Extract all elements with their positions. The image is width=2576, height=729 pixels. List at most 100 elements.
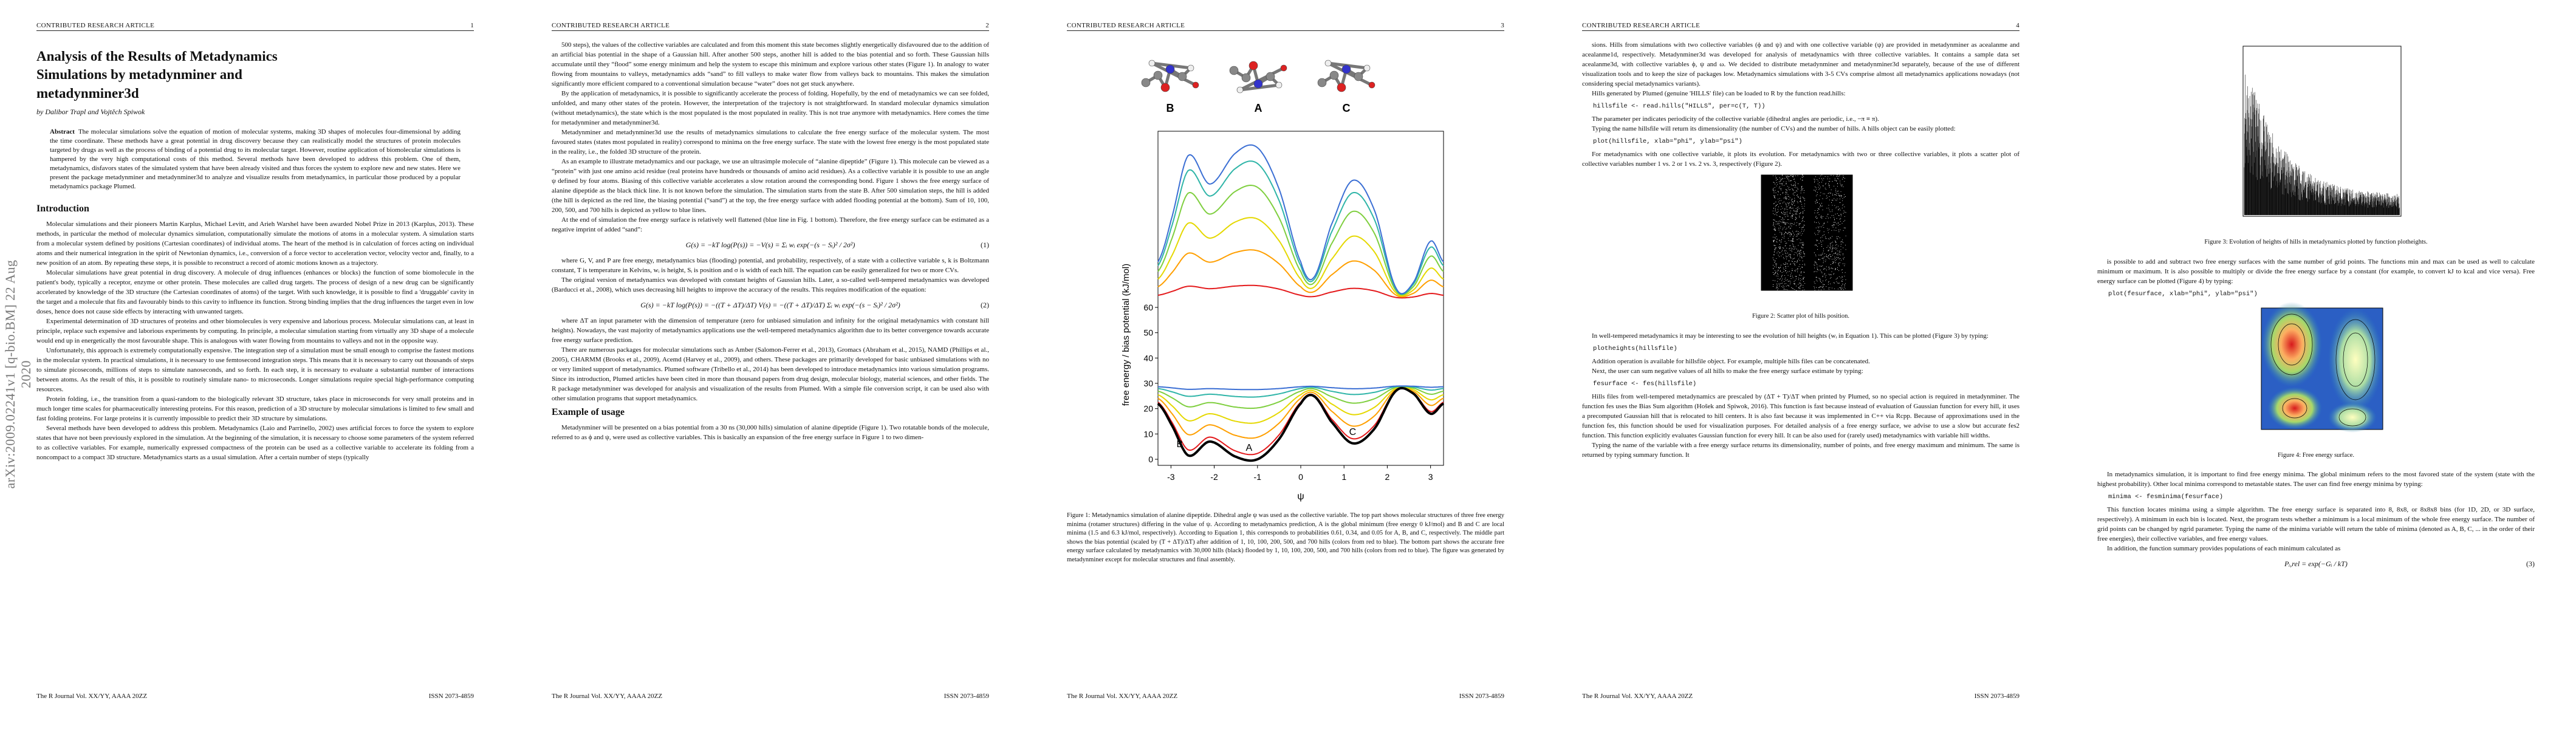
page-number: 2 — [985, 22, 989, 29]
plot-frame — [2242, 46, 2402, 217]
paragraph: Metadynminer will be presented on a bias… — [552, 424, 989, 441]
journal-info: The R Journal Vol. XX/YY, AAAA 20ZZ — [1067, 693, 1178, 700]
hill-points — [1772, 174, 1846, 291]
abstract-label: Abstract — [50, 128, 75, 136]
atom — [1280, 64, 1287, 72]
equation: G(s) = −kT log(P(s)) = −V(s) = Σᵢ wᵢ exp… — [552, 241, 989, 250]
atom — [1249, 61, 1258, 70]
running-head: CONTRIBUTED RESEARCH ARTICLE — [36, 22, 155, 29]
x-tick-label: 0 — [1298, 472, 1303, 482]
minimum-label: A — [1245, 443, 1252, 453]
bias-curve — [1157, 284, 1444, 299]
paragraph: Addition operation is available for hill… — [1592, 357, 1870, 365]
paragraph: Protein folding, i.e., the transition fr… — [36, 395, 474, 423]
paragraph: At the end of simulation the free energy… — [552, 216, 989, 233]
atom — [1165, 64, 1175, 74]
atom — [1177, 72, 1187, 81]
molecule-label: C — [1343, 102, 1351, 114]
figure-caption: Figure 4: Free energy surface. — [2277, 451, 2355, 459]
paragraph: This function locates minima using a sim… — [2097, 506, 2535, 542]
y-tick-label: 10 — [1143, 429, 1153, 439]
paragraph: In metadynamics simulation, it is import… — [2097, 471, 2535, 488]
y-tick-label: 0 — [1148, 454, 1153, 464]
paragraph: where ΔT an input parameter with the dim… — [552, 317, 989, 344]
molecule-label: A — [1255, 102, 1262, 114]
heights-figure — [2242, 46, 2402, 217]
section-heading: Introduction — [36, 204, 89, 214]
running-head: CONTRIBUTED RESEARCH ARTICLE — [1582, 22, 1701, 29]
contours — [2270, 313, 2376, 426]
atom — [1187, 64, 1194, 72]
section-heading: Example of usage — [552, 407, 625, 417]
x-tick-label: 1 — [1341, 472, 1346, 482]
atom — [1368, 81, 1375, 89]
page-footer: The R Journal Vol. XX/YY, AAAA 20ZZ ISSN … — [552, 693, 989, 700]
abstract: Abstract The molecular simulations solve … — [50, 128, 461, 191]
page-header: CONTRIBUTED RESEARCH ARTICLE 4 — [1582, 22, 2019, 31]
paragraph: Molecular simulations and their pioneers… — [36, 221, 474, 267]
bond — [1151, 61, 1197, 87]
free-energy-figure: B A C B A C 0 10 20 30 40 50 60 -3 -2 -1 0 1 2 3 ψ free energ… — [1121, 60, 1445, 502]
plot-area — [1761, 174, 1853, 291]
running-head: CONTRIBUTED RESEARCH ARTICLE — [1067, 22, 1185, 29]
page: Analysis of the Results of Metadynamics … — [0, 0, 515, 729]
code: plotheights(hillsfile) — [1593, 344, 1677, 352]
page-header: CONTRIBUTED RESEARCH ARTICLE 2 — [552, 22, 989, 31]
paragraph: The original version of metadynamics was… — [552, 276, 989, 293]
x-axis-label: ψ — [1297, 491, 1304, 502]
flooded-curve — [1157, 386, 1444, 424]
figure — [1582, 169, 2019, 309]
atom — [1266, 72, 1275, 81]
equation-number: (1) — [981, 241, 989, 249]
page-footer: The R Journal Vol. XX/YY, AAAA 20ZZ ISSN … — [1067, 693, 1504, 700]
minimum-label: C — [1349, 427, 1357, 437]
journal-info: The R Journal Vol. XX/YY, AAAA 20ZZ — [552, 693, 663, 700]
y-tick-label: 50 — [1143, 328, 1153, 338]
equation-body: Pᵢ,rel = exp(−Gᵢ / kT) — [2284, 560, 2348, 568]
x-tick-label: 2 — [1385, 472, 1390, 482]
abstract-text: The molecular simulations solve the equa… — [50, 128, 461, 191]
paragraph: By the application of metadynamics, it i… — [552, 90, 989, 126]
atom — [1317, 78, 1327, 87]
y-tick-label: 40 — [1143, 353, 1153, 363]
paragraph: In addition, the function summary provid… — [2107, 545, 2341, 552]
authors: by Dalibor Trapl and Vojtěch Spiwok — [36, 108, 145, 117]
paragraph: As an example to illustrate metadynamics… — [552, 158, 989, 214]
page-body: sions. Hills from simulations with two c… — [1582, 40, 2019, 460]
atom — [1229, 66, 1239, 75]
atom — [1141, 78, 1151, 87]
atom — [1241, 73, 1251, 83]
code: plot(fesurface, xlab="phi", ylab="psi") — [2108, 290, 2258, 298]
issn: ISSN 2073-4859 — [944, 693, 989, 700]
page: B A C B A C 0 10 20 30 40 50 60 -3 -2 -1 0 1 2 3 ψ free energ… — [1030, 0, 1546, 729]
page-body: B A C B A C 0 10 20 30 40 50 60 -3 -2 -1 0 1 2 3 ψ free energ… — [1067, 40, 1504, 574]
y-tick-label: 30 — [1143, 378, 1153, 388]
atom — [1192, 81, 1199, 89]
flooded-curve — [1157, 386, 1444, 409]
page-footer: The R Journal Vol. XX/YY, AAAA 20ZZ ISSN … — [1582, 693, 2019, 700]
bias-curve — [1157, 184, 1444, 296]
paragraph: sions. Hills from simulations with two c… — [1582, 41, 2019, 87]
issn: ISSN 2073-4859 — [428, 693, 474, 700]
atom — [1148, 60, 1156, 67]
figure-caption: Figure 1: Metadynamics simulation of ala… — [1067, 512, 1504, 563]
equation-number: (2) — [981, 301, 989, 309]
atom — [1236, 86, 1244, 94]
code: fesurface <- fes(hillsfile) — [1593, 380, 1697, 388]
page-number: 1 — [470, 22, 474, 29]
paragraph: where G, V, and P are free energy, metad… — [552, 257, 989, 274]
arxiv-stamp: arXiv:2009.02241v1 [q-bio.BM] 22 Aug 202… — [2, 259, 33, 489]
issn: ISSN 2073-4859 — [1459, 693, 1504, 700]
paragraph: Typing the name of the variable with a f… — [1582, 441, 2019, 459]
page-body: 500 steps), the values of the collective… — [552, 40, 989, 442]
paragraph: Molecular simulations have great potenti… — [36, 269, 474, 316]
page-body: Analysis of the Results of Metadynamics … — [36, 47, 474, 462]
surface-blob — [2328, 307, 2383, 411]
atom — [1324, 60, 1332, 67]
flooded-curve — [1157, 385, 1444, 391]
free-energy-curve — [1157, 386, 1445, 462]
x-tick-label: 3 — [1428, 472, 1433, 482]
atom — [1363, 64, 1371, 72]
paragraph: Hills files from well-tempered metadynam… — [1582, 392, 2019, 439]
